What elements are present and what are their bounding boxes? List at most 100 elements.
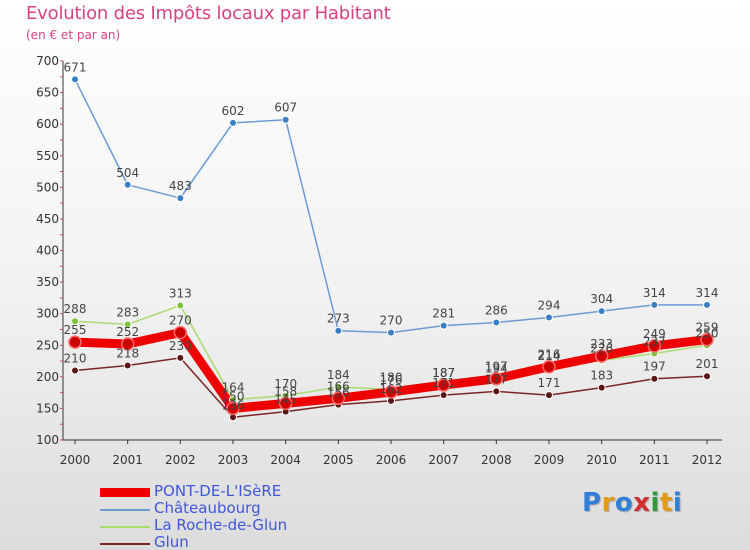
data-point-pont-de-l-isere — [647, 339, 662, 353]
data-label-pont-de-l-isere: 150 — [222, 389, 245, 403]
data-label-glun: 197 — [643, 360, 666, 374]
y-tick-label: 350 — [36, 275, 59, 289]
data-point-glun — [703, 372, 711, 381]
data-point-pont-de-l-isere — [331, 391, 346, 406]
data-label-la-roche-de-glun: 283 — [116, 305, 139, 319]
data-label-glun: 156 — [327, 386, 350, 400]
data-point-chateaubourg — [492, 318, 501, 327]
y-tick-label: 650 — [36, 86, 59, 100]
legend-label: PONT-DE-L'ISèRE — [154, 482, 282, 500]
data-point-chateaubourg — [334, 326, 343, 335]
y-tick-label: 550 — [36, 149, 59, 163]
data-point-chateaubourg — [703, 300, 711, 309]
data-label-glun: 210 — [64, 352, 87, 366]
x-tick-label: 2011 — [639, 453, 670, 467]
data-label-chateaubourg: 294 — [538, 298, 561, 312]
data-label-la-roche-de-glun: 226 — [590, 341, 613, 355]
series-markers — [68, 75, 714, 422]
y-tick-label: 450 — [36, 212, 59, 226]
data-label-la-roche-de-glun: 180 — [380, 370, 403, 384]
data-point-la-roche-de-glun — [176, 301, 185, 310]
data-label-pont-de-l-isere: 233 — [590, 337, 613, 351]
data-label-glun: 177 — [485, 372, 508, 386]
data-label-pont-de-l-isere: 252 — [116, 325, 139, 339]
data-point-pont-de-l-isere — [68, 335, 82, 349]
axes: 100 150 200 250 300 350 400 450 500 550 600 650 700 2… — [36, 54, 722, 467]
data-point-la-roche-de-glun — [123, 320, 132, 329]
x-tick-label: 2000 — [60, 453, 91, 467]
data-label-la-roche-de-glun: 313 — [169, 286, 192, 300]
data-point-pont-de-l-isere — [594, 349, 609, 363]
data-label-glun: 218 — [116, 346, 139, 360]
data-label-pont-de-l-isere: 158 — [274, 384, 297, 398]
data-label-chateaubourg: 273 — [327, 312, 350, 326]
data-point-glun — [176, 353, 185, 362]
y-tick-label: 200 — [36, 370, 59, 384]
legend-swatch-la-roche-de-glun — [100, 526, 150, 528]
data-label-la-roche-de-glun: 164 — [222, 381, 245, 395]
legend-label: La Roche-de-Glun — [154, 516, 288, 534]
data-point-pont-de-l-isere — [278, 396, 293, 411]
x-tick-label: 2002 — [165, 453, 196, 467]
data-point-glun — [439, 391, 448, 400]
x-tick-label: 2006 — [376, 453, 407, 467]
x-tick-label: 2004 — [270, 453, 301, 467]
data-label-la-roche-de-glun: 170 — [274, 377, 297, 391]
data-label-pont-de-l-isere: 176 — [380, 373, 403, 387]
data-label-la-roche-de-glun: 214 — [538, 349, 561, 363]
data-point-glun — [492, 387, 501, 396]
x-tick-label: 2001 — [112, 453, 143, 467]
x-tick-label: 2010 — [586, 453, 617, 467]
data-label-pont-de-l-isere: 249 — [643, 327, 666, 341]
logo-letter: P — [582, 488, 602, 518]
data-label-pont-de-l-isere: 216 — [538, 348, 561, 362]
data-point-pont-de-l-isere — [173, 325, 188, 340]
data-label-glun: 171 — [538, 376, 561, 390]
logo-letter: x — [633, 488, 651, 518]
data-point-chateaubourg — [387, 328, 395, 337]
data-label-chateaubourg: 286 — [485, 304, 508, 318]
legend-label: Châteaubourg — [154, 499, 261, 517]
data-label-glun: 162 — [380, 382, 403, 396]
data-label-la-roche-de-glun: 237 — [643, 334, 666, 348]
y-tick-label: 700 — [36, 54, 59, 68]
y-tick-label: 100 — [36, 433, 59, 447]
data-label-chateaubourg: 270 — [380, 314, 403, 328]
logo-letter: i — [650, 488, 660, 518]
data-label-chateaubourg: 304 — [590, 292, 613, 306]
data-point-pont-de-l-isere — [542, 359, 556, 374]
data-label-glun: 183 — [590, 369, 613, 383]
logo-letter: r — [601, 488, 615, 518]
data-point-chateaubourg — [650, 300, 659, 309]
y-tick-label: 600 — [36, 117, 59, 131]
data-label-chateaubourg: 314 — [696, 286, 719, 300]
data-point-pont-de-l-isere — [489, 371, 504, 386]
data-point-la-roche-de-glun — [334, 382, 343, 391]
legend-swatch-pont-de-l-isere — [100, 488, 150, 497]
series-lines — [70, 78, 712, 419]
data-label-pont-de-l-isere: 166 — [327, 379, 350, 393]
data-label-chateaubourg: 504 — [116, 166, 139, 180]
y-tick-label: 400 — [36, 244, 59, 258]
data-label-glun: 171 — [432, 376, 455, 390]
proxiti-logo: Proxiti — [582, 488, 682, 518]
legend-swatch-chateaubourg — [100, 509, 150, 511]
data-point-chateaubourg — [71, 75, 79, 84]
data-label-chateaubourg: 314 — [643, 286, 666, 300]
x-tick-label: 2009 — [534, 453, 565, 467]
x-tick-label: 2005 — [323, 453, 354, 467]
data-point-chateaubourg — [229, 118, 237, 127]
chart-title: Evolution des Impôts locaux par Habitant — [26, 3, 391, 24]
data-label-glun: 230 — [169, 339, 192, 353]
data-label-la-roche-de-glun: 288 — [64, 302, 87, 316]
data-label-chateaubourg: 607 — [274, 101, 297, 115]
data-point-pont-de-l-isere — [226, 401, 240, 416]
x-tick-label: 2003 — [218, 453, 249, 467]
data-point-glun — [71, 366, 79, 375]
data-label-pont-de-l-isere: 187 — [432, 366, 455, 380]
data-label-la-roche-de-glun: 184 — [327, 368, 350, 382]
x-tick-label: 2007 — [428, 453, 459, 467]
data-label-la-roche-de-glun: 187 — [432, 366, 455, 380]
legend-label: Glun — [154, 533, 189, 550]
data-point-chateaubourg — [281, 115, 290, 124]
